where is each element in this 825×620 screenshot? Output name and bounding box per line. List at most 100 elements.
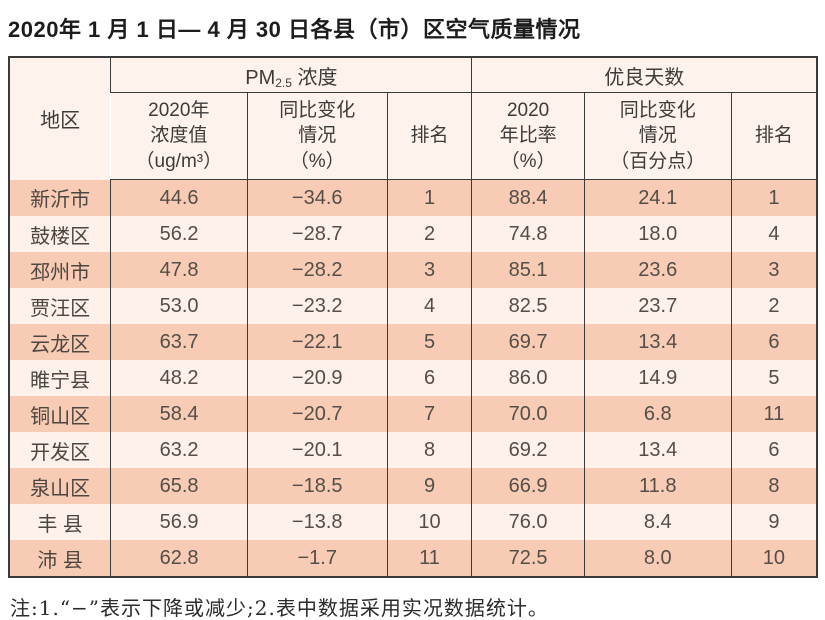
good-change-cell: 6.8 <box>583 396 732 432</box>
pm-rank-cell: 1 <box>386 179 472 216</box>
table-body: 新沂市 44.6 −34.6 1 88.4 24.1 1 鼓楼区 56.2 −2… <box>9 179 817 577</box>
good-rank-cell: 5 <box>730 360 817 396</box>
header-sub-row: 2020年 浓度值 （ug/m³） 同比变化 情况 （%） 排名 2020 年比… <box>9 92 817 180</box>
pm-change-cell: −34.6 <box>246 179 388 216</box>
good-rate-cell: 69.2 <box>471 432 585 468</box>
region-cell: 沛 县 <box>37 549 83 572</box>
header-good-days-group: 优良天数 <box>471 57 817 93</box>
pm-change-cell: −20.9 <box>246 360 388 396</box>
good-rank-cell: 8 <box>730 468 817 504</box>
pm-rank-cell: 4 <box>386 288 472 324</box>
good-change-cell: 23.7 <box>583 288 732 324</box>
table-row: 铜山区 58.4 −20.7 7 70.0 6.8 11 <box>9 396 817 432</box>
good-rank-cell: 3 <box>730 252 817 288</box>
pm-change-cell: −1.7 <box>246 540 388 577</box>
region-cell: 铜山区 <box>30 405 91 428</box>
header-region: 地区 <box>9 57 111 180</box>
header-pm-rank: 排名 <box>386 92 472 180</box>
header-group-row: 地区 PM2.5 浓度 优良天数 <box>9 57 817 180</box>
good-rate-cell: 74.8 <box>471 216 585 252</box>
pm-label-subscript: 2.5 <box>275 75 292 90</box>
pm-change-cell: −23.2 <box>246 288 388 324</box>
pm-rank-cell: 7 <box>386 396 472 432</box>
header-pm-change: 同比变化 情况 （%） <box>246 92 388 180</box>
table-row: 丰 县 56.9 −13.8 10 76.0 8.4 9 <box>9 504 817 540</box>
good-rate-cell: 85.1 <box>471 252 585 288</box>
good-rank-cell: 1 <box>730 179 817 216</box>
good-change-cell: 24.1 <box>583 179 732 216</box>
page-title: 2020年 1 月 1 日— 4 月 30 日各县（市）区空气质量情况 <box>8 17 581 42</box>
table-header: 地区 PM2.5 浓度 优良天数 2020年 浓度值 （ug/m³） 同比变化 … <box>9 57 817 180</box>
good-rank-cell: 9 <box>730 504 817 540</box>
region-cell: 新沂市 <box>30 189 91 212</box>
pm-rank-cell: 3 <box>386 252 472 288</box>
region-cell: 丰 县 <box>37 513 83 536</box>
good-rank-cell: 6 <box>730 324 817 360</box>
region-cell: 开发区 <box>30 441 91 464</box>
region-cell: 鼓楼区 <box>30 225 91 248</box>
good-change-cell: 23.6 <box>583 252 732 288</box>
good-rate-cell: 86.0 <box>471 360 585 396</box>
good-rank-cell: 4 <box>730 216 817 252</box>
pm-rank-cell: 9 <box>386 468 472 504</box>
pm-change-cell: −20.7 <box>246 396 388 432</box>
good-rate-cell: 66.9 <box>471 468 585 504</box>
pm-rank-cell: 10 <box>386 504 472 540</box>
region-cell: 邳州市 <box>30 261 91 284</box>
pm-value-cell: 58.4 <box>110 396 248 432</box>
good-rank-cell: 11 <box>730 396 817 432</box>
region-cell: 睢宁县 <box>30 369 91 392</box>
pm-value-cell: 63.2 <box>110 432 248 468</box>
table-row: 沛 县 62.8 −1.7 11 72.5 8.0 10 <box>9 540 817 577</box>
good-rate-cell: 72.5 <box>471 540 585 577</box>
table-row: 鼓楼区 56.2 −28.7 2 74.8 18.0 4 <box>9 216 817 252</box>
good-change-cell: 8.0 <box>583 540 732 577</box>
pm-rank-cell: 5 <box>386 324 472 360</box>
good-change-cell: 8.4 <box>583 504 732 540</box>
region-cell: 贾汪区 <box>30 297 91 320</box>
pm-label-suffix: 浓度 <box>291 66 338 89</box>
pm-value-cell: 53.0 <box>110 288 248 324</box>
good-change-cell: 18.0 <box>583 216 732 252</box>
header-good-rate: 2020 年比率 （%） <box>471 92 585 180</box>
pm-rank-cell: 6 <box>386 360 472 396</box>
table-row: 开发区 63.2 −20.1 8 69.2 13.4 6 <box>9 432 817 468</box>
good-rate-cell: 82.5 <box>471 288 585 324</box>
table-row: 云龙区 63.7 −22.1 5 69.7 13.4 6 <box>9 324 817 360</box>
region-cell: 云龙区 <box>30 333 91 356</box>
good-change-cell: 13.4 <box>583 324 732 360</box>
good-change-cell: 11.8 <box>583 468 732 504</box>
pm-rank-cell: 2 <box>386 216 472 252</box>
good-change-cell: 14.9 <box>583 360 732 396</box>
header-pm-value: 2020年 浓度值 （ug/m³） <box>110 92 248 180</box>
good-rate-cell: 69.7 <box>471 324 585 360</box>
header-good-rank: 排名 <box>730 92 817 180</box>
pm-label-prefix: PM <box>245 66 276 89</box>
header-good-change: 同比变化 情况 （百分点） <box>583 92 732 180</box>
pm-value-cell: 62.8 <box>110 540 248 577</box>
header-pm25-group: PM2.5 浓度 <box>110 57 472 93</box>
good-rank-cell: 10 <box>730 540 817 577</box>
good-rate-cell: 70.0 <box>471 396 585 432</box>
good-rate-cell: 76.0 <box>471 504 585 540</box>
table-row: 泉山区 65.8 −18.5 9 66.9 11.8 8 <box>9 468 817 504</box>
pm-value-cell: 44.6 <box>110 179 248 216</box>
good-rate-cell: 88.4 <box>471 179 585 216</box>
table-row: 邳州市 47.8 −28.2 3 85.1 23.6 3 <box>9 252 817 288</box>
pm-change-cell: −28.2 <box>246 252 388 288</box>
footnote: 注:1.“−”表示下降或减少;2.表中数据采用实况数据统计。 <box>10 596 549 620</box>
table-row: 贾汪区 53.0 −23.2 4 82.5 23.7 2 <box>9 288 817 324</box>
pm-change-cell: −20.1 <box>246 432 388 468</box>
pm-change-cell: −28.7 <box>246 216 388 252</box>
pm-change-cell: −22.1 <box>246 324 388 360</box>
pm-rank-cell: 8 <box>386 432 472 468</box>
good-rank-cell: 6 <box>730 432 817 468</box>
region-cell: 泉山区 <box>30 477 91 500</box>
table-row: 睢宁县 48.2 −20.9 6 86.0 14.9 5 <box>9 360 817 396</box>
pm-value-cell: 47.8 <box>110 252 248 288</box>
pm-value-cell: 56.2 <box>110 216 248 252</box>
air-quality-table: 地区 PM2.5 浓度 优良天数 2020年 浓度值 （ug/m³） 同比变化 … <box>8 56 818 578</box>
pm-value-cell: 56.9 <box>110 504 248 540</box>
pm-change-cell: −18.5 <box>246 468 388 504</box>
